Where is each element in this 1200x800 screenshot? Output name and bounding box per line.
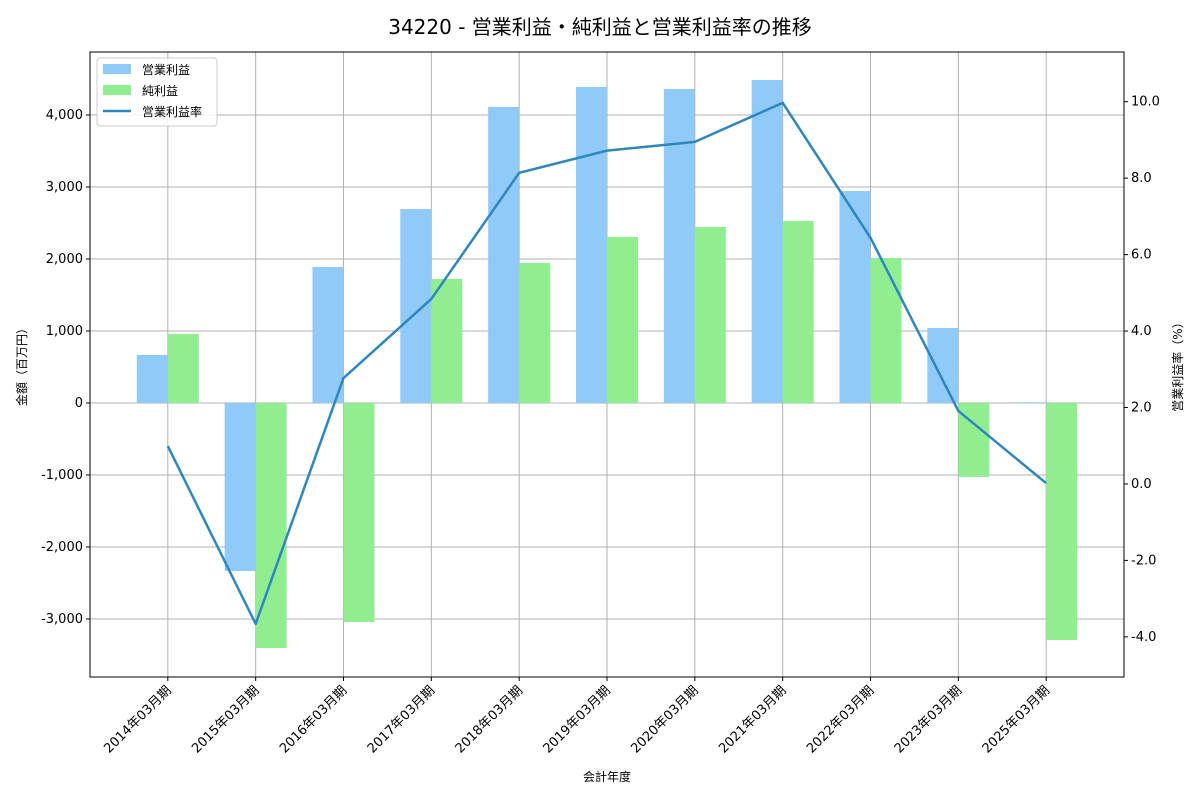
bar-net-profit — [431, 279, 463, 403]
x-tick-label: 2023年03月期 — [892, 683, 965, 756]
y-tick-label: 3,000 — [46, 180, 83, 195]
y2-tick-label: -2.0 — [1131, 553, 1156, 568]
y-tick-label: -2,000 — [41, 540, 83, 555]
legend: 営業利益 純利益 営業利益率 — [96, 57, 218, 127]
x-tick-label: 2025年03月期 — [980, 683, 1053, 756]
y2-tick-label: 4.0 — [1131, 324, 1152, 339]
bar-net-profit — [782, 220, 814, 403]
y2-tick-label: -4.0 — [1131, 630, 1156, 645]
x-tick-label: 2016年03月期 — [277, 683, 350, 756]
bar-operating-profit — [576, 86, 607, 403]
y2-axis-label: 営業利益率（%） — [1170, 316, 1185, 411]
y2-tick-label: 0.0 — [1131, 477, 1152, 492]
bar-operating-profit — [312, 266, 344, 403]
legend-swatch-operating-profit — [103, 64, 131, 74]
y-axis-label: 金額（百万円） — [14, 322, 29, 406]
y2-tick-label: 2.0 — [1131, 401, 1152, 416]
x-tick-label: 2017年03月期 — [365, 683, 438, 756]
y-tick-label: -3,000 — [41, 612, 83, 627]
y-tick-label: 1,000 — [46, 324, 83, 339]
bar-operating-profit — [751, 80, 783, 403]
y-tick-label: 2,000 — [46, 252, 83, 267]
bar-operating-profit — [839, 191, 871, 403]
y2-tick-label: 8.0 — [1131, 171, 1152, 186]
legend-label-operating-profit: 営業利益 — [142, 63, 190, 77]
legend-label-net-profit: 純利益 — [142, 84, 178, 98]
y-tick-label: 4,000 — [46, 108, 83, 123]
bar-net-profit — [607, 236, 638, 403]
bar-net-profit — [343, 402, 375, 622]
bar-operating-profit — [400, 209, 432, 403]
x-tick-label: 2021年03月期 — [716, 683, 789, 756]
legend-swatch-net-profit — [103, 85, 131, 95]
bar-net-profit — [1046, 402, 1078, 640]
y2-tick-label: 6.0 — [1131, 248, 1152, 263]
y2-tick-label: 10.0 — [1131, 95, 1160, 110]
y-tick-label: 0 — [75, 396, 83, 411]
chart-title: 34220 - 営業利益・純利益と営業利益率の推移 — [388, 15, 812, 39]
bar-net-profit — [870, 257, 902, 403]
x-tick-label: 2020年03月期 — [628, 683, 701, 756]
bar-operating-profit — [927, 327, 959, 403]
bar-net-profit — [519, 263, 551, 403]
bar-operating-profit — [224, 402, 256, 571]
x-tick-label: 2022年03月期 — [804, 683, 877, 756]
bar-operating-profit — [1015, 402, 1047, 404]
x-tick-label: 2018年03月期 — [453, 683, 526, 756]
legend-label-margin: 営業利益率 — [142, 104, 202, 119]
x-axis-label: 会計年度 — [583, 769, 631, 784]
x-tick-label: 2014年03月期 — [101, 683, 174, 756]
y-tick-label: -1,000 — [41, 468, 83, 483]
bar-operating-profit — [488, 107, 520, 403]
bar-operating-profit — [663, 89, 695, 403]
bar-net-profit — [694, 227, 726, 403]
x-tick-label: 2015年03月期 — [189, 683, 262, 756]
x-tick-label: 2019年03月期 — [541, 683, 614, 756]
bar-operating-profit — [136, 354, 168, 403]
bar-net-profit — [167, 334, 199, 403]
